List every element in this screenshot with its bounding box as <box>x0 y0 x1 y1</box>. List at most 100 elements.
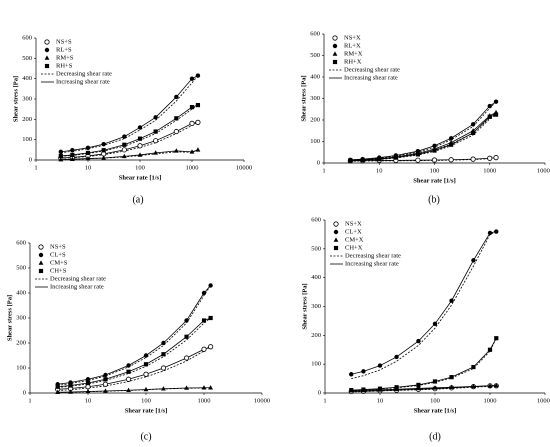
marker <box>55 389 61 395</box>
marker <box>332 43 338 49</box>
increasing-line <box>351 338 497 391</box>
y-tick-label: 0 <box>23 389 26 396</box>
decreasing-line <box>351 385 497 392</box>
x-tick-label: 10 <box>377 397 384 404</box>
increasing-line <box>351 231 497 375</box>
x-tick-label: 10000 <box>236 164 252 171</box>
marker <box>432 385 438 390</box>
marker <box>137 125 143 130</box>
x-axis-label: Shear rate [1/s] <box>413 177 455 184</box>
marker <box>44 63 50 69</box>
panel-caption: (d) <box>429 431 441 442</box>
legend-label: Increasing shear rate <box>50 283 104 290</box>
y-tick-label: 500 <box>310 52 320 59</box>
legend-label: RL+S <box>56 46 72 53</box>
decreasing-line <box>350 114 497 162</box>
legend-label: CL+S <box>50 251 66 258</box>
marker <box>195 103 201 108</box>
legend-label: CL+X <box>345 228 362 235</box>
x-tick-label: 1000 <box>198 397 211 404</box>
marker <box>126 387 131 393</box>
x-tick-label: 100 <box>135 164 145 171</box>
decreasing-line <box>57 285 211 386</box>
marker <box>85 380 91 386</box>
y-tick-label: 600 <box>22 34 32 41</box>
legend-label: Decreasing shear rate <box>50 275 106 282</box>
marker <box>44 55 50 60</box>
y-tick-label: 0 <box>318 389 321 396</box>
marker <box>126 363 131 368</box>
panel-caption: (a) <box>132 194 143 205</box>
marker <box>361 369 366 374</box>
marker <box>393 155 398 160</box>
legend-label: Decreasing shear rate <box>344 66 400 73</box>
marker <box>101 155 107 160</box>
y-tick-label: 600 <box>310 30 320 37</box>
marker <box>44 47 50 53</box>
marker <box>69 156 75 161</box>
y-axis-label: Shear stress [Pa] <box>6 295 13 341</box>
marker <box>103 372 108 378</box>
y-axis-label: Shear stress [Pa] <box>301 283 308 329</box>
x-tick-label: 10000 <box>537 167 550 174</box>
increasing-line <box>57 346 211 390</box>
y-tick-label: 300 <box>311 303 321 310</box>
y-tick-label: 100 <box>310 138 320 145</box>
marker <box>102 381 109 387</box>
decreasing-line <box>351 231 497 379</box>
marker <box>201 346 207 352</box>
increasing-line <box>60 121 198 159</box>
marker <box>174 116 179 121</box>
marker <box>415 152 420 157</box>
marker <box>377 157 382 162</box>
marker <box>173 128 179 135</box>
marker <box>174 94 179 100</box>
marker <box>449 298 454 303</box>
y-tick-label: 400 <box>16 289 26 296</box>
marker <box>137 143 143 149</box>
panel-caption: (c) <box>140 431 151 442</box>
marker <box>58 149 64 155</box>
marker <box>195 119 201 125</box>
marker <box>487 347 493 352</box>
marker <box>201 318 207 323</box>
marker <box>70 152 75 158</box>
y-tick-label: 300 <box>310 95 320 102</box>
marker <box>189 120 195 127</box>
marker <box>201 385 207 390</box>
marker <box>161 352 166 357</box>
legend-label: NS+X <box>344 34 361 41</box>
marker <box>121 147 127 153</box>
marker <box>85 384 91 390</box>
marker <box>184 318 189 323</box>
marker <box>195 147 201 152</box>
y-tick-label: 400 <box>311 274 321 281</box>
decreasing-line <box>350 101 497 161</box>
marker <box>348 158 353 163</box>
decreasing-line <box>57 346 211 391</box>
marker <box>189 105 195 110</box>
marker <box>349 372 354 377</box>
y-tick-label: 600 <box>311 216 321 223</box>
y-tick-label: 300 <box>22 95 32 102</box>
marker <box>416 338 421 344</box>
legend-label: NS+S <box>50 243 66 250</box>
y-tick-label: 500 <box>22 55 32 62</box>
marker <box>487 114 492 119</box>
decreasing-line <box>350 157 497 162</box>
y-tick-label: 500 <box>311 245 321 252</box>
y-tick-label: 400 <box>22 75 32 82</box>
panel: 0 100 200 300 400 500 600 1 10 100 1000 10000 Shear … <box>301 216 550 442</box>
x-axis-label: Shear rate [1/s] <box>119 174 161 181</box>
marker <box>85 145 91 150</box>
marker <box>38 252 44 258</box>
marker <box>493 155 499 161</box>
legend-label: Decreasing shear rate <box>345 252 401 259</box>
marker <box>493 382 499 388</box>
marker <box>493 99 499 104</box>
marker <box>68 389 73 394</box>
marker <box>394 385 399 390</box>
y-tick-label: 100 <box>16 364 26 371</box>
y-tick-label: 300 <box>16 314 26 321</box>
y-tick-label: 100 <box>22 136 32 143</box>
